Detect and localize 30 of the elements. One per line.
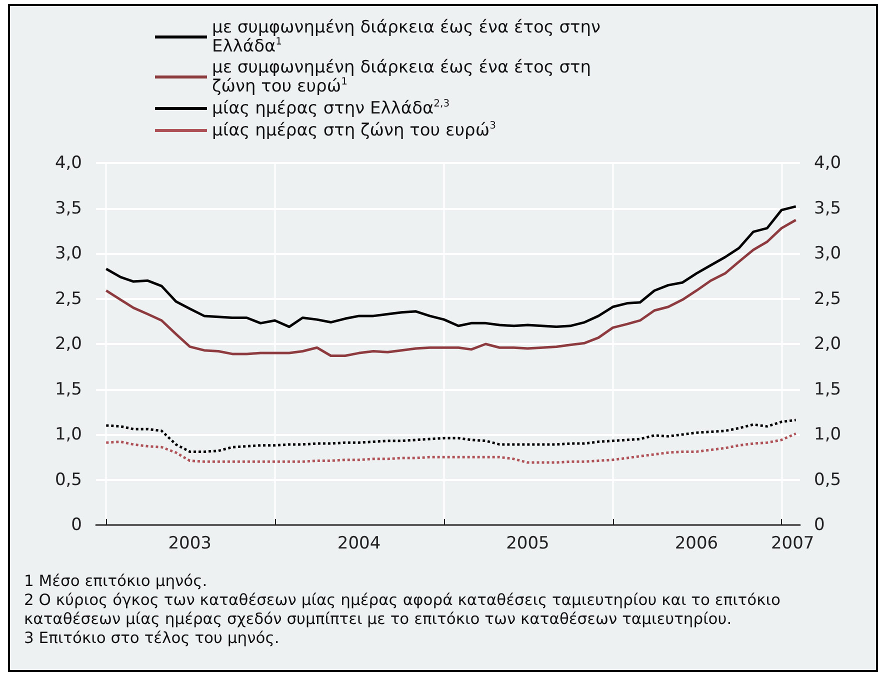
text: 1 Μέσο επιτόκιο μηνός. <box>24 572 208 591</box>
x-tick-label: 2007 <box>770 534 814 554</box>
y2-tick-label: 0,5 <box>814 470 842 490</box>
y-tick-label: 3,5 <box>54 198 82 218</box>
y-tick-label: 1,5 <box>54 379 82 400</box>
y2-tick-label: 3,5 <box>814 198 842 218</box>
text: 3 Επιτόκιο στο τέλος του μηνός. <box>24 629 280 648</box>
x-tick-label: 2003 <box>168 534 212 554</box>
line-series <box>104 218 798 358</box>
y2-tick-label: 3,0 <box>814 244 842 264</box>
y2-tick-label: 4,0 <box>814 153 842 173</box>
x-tick-label: 2006 <box>674 534 718 554</box>
line-series <box>104 205 798 328</box>
y2-tick-label: 1,5 <box>814 379 842 400</box>
x-tick-label: 2004 <box>337 534 381 554</box>
y-tick-label: 1,0 <box>54 424 82 444</box>
y-tick-label: 0,5 <box>54 470 82 490</box>
y2-tick-label: 1,0 <box>814 424 842 444</box>
y-tick-label: 0 <box>71 515 82 535</box>
y2-tick-label: 0 <box>814 515 825 535</box>
line-series <box>104 418 798 453</box>
text: 2 Ο κύριος όγκος των καταθέσεων μίας ημέρας αφορά καταθέσεις ταμιευτηρίου και το επιτόκιο καταθέσεων μίας ημέρας σχεδόν συμπίπτει με το επιτόκιο των καταθέσεων ταμιευτηρίου. <box>24 591 782 629</box>
y-tick-label: 2,5 <box>54 288 82 309</box>
y-tick-label: 3,0 <box>54 244 82 264</box>
y-tick-label: 4,0 <box>54 153 82 173</box>
y-tick-label: 2,0 <box>54 334 82 354</box>
y2-tick-label: 2,5 <box>814 288 842 309</box>
x-tick-label: 2005 <box>506 534 550 554</box>
y2-tick-label: 2,0 <box>814 334 842 354</box>
line-series <box>104 432 798 464</box>
